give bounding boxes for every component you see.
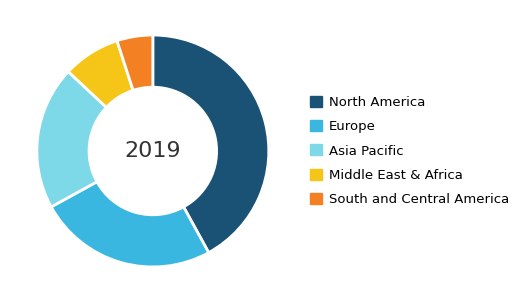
Legend: North America, Europe, Asia Pacific, Middle East & Africa, South and Central Ame: North America, Europe, Asia Pacific, Mid… bbox=[310, 96, 509, 206]
Wedge shape bbox=[153, 35, 269, 253]
Wedge shape bbox=[117, 35, 153, 90]
Wedge shape bbox=[69, 41, 133, 107]
Text: 2019: 2019 bbox=[124, 141, 181, 161]
Wedge shape bbox=[51, 182, 209, 267]
Wedge shape bbox=[37, 72, 106, 207]
